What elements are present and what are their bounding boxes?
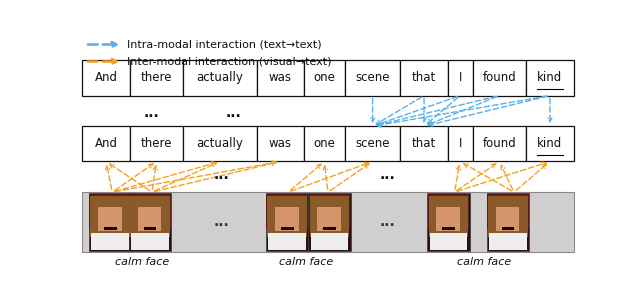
Text: kind: kind: [538, 71, 563, 84]
Text: scene: scene: [355, 137, 390, 150]
Bar: [345, 126, 401, 161]
Bar: [436, 206, 460, 231]
Text: actually: actually: [196, 137, 244, 150]
Bar: [472, 60, 526, 96]
Bar: [495, 206, 520, 231]
Bar: [486, 193, 529, 251]
Bar: [130, 126, 184, 161]
Bar: [345, 60, 401, 96]
Bar: [308, 194, 350, 229]
Text: ...: ...: [380, 168, 396, 182]
Bar: [304, 60, 345, 96]
Bar: [401, 126, 447, 161]
Bar: [143, 227, 156, 230]
Bar: [428, 194, 469, 229]
Bar: [323, 227, 336, 230]
Text: one: one: [314, 137, 335, 150]
Bar: [429, 196, 468, 237]
Bar: [257, 60, 304, 96]
Bar: [138, 206, 161, 231]
Text: calm face: calm face: [457, 257, 511, 267]
Bar: [269, 233, 306, 250]
Bar: [310, 196, 349, 237]
Bar: [90, 196, 130, 237]
Text: one: one: [314, 71, 335, 84]
Bar: [487, 194, 529, 229]
Text: that: that: [412, 137, 436, 150]
Bar: [281, 227, 294, 230]
Bar: [401, 60, 447, 96]
Text: ...: ...: [380, 215, 396, 229]
Text: I: I: [458, 137, 462, 150]
Text: Inter-modal interaction (visual→text): Inter-modal interaction (visual→text): [127, 57, 332, 66]
Text: I: I: [458, 71, 462, 84]
Bar: [526, 60, 573, 96]
Text: ...: ...: [226, 106, 242, 120]
Text: found: found: [483, 71, 516, 84]
Bar: [83, 192, 573, 252]
Bar: [268, 196, 307, 237]
Bar: [90, 194, 131, 229]
Bar: [489, 233, 527, 250]
Text: ...: ...: [214, 215, 229, 229]
Bar: [131, 233, 169, 250]
Text: calm face: calm face: [278, 257, 333, 267]
Bar: [129, 193, 172, 251]
Bar: [502, 227, 515, 230]
Bar: [488, 196, 528, 237]
Text: that: that: [412, 71, 436, 84]
Bar: [257, 126, 304, 161]
Bar: [130, 196, 170, 237]
Bar: [104, 227, 116, 230]
Bar: [472, 126, 526, 161]
Text: ...: ...: [144, 106, 160, 120]
Bar: [526, 126, 573, 161]
Bar: [275, 206, 299, 231]
Bar: [98, 206, 122, 231]
Text: calm face: calm face: [115, 257, 169, 267]
Bar: [447, 126, 472, 161]
Bar: [442, 227, 455, 230]
Bar: [266, 194, 308, 229]
Text: And: And: [95, 137, 118, 150]
Text: Intra-modal interaction (text→text): Intra-modal interaction (text→text): [127, 40, 322, 50]
Bar: [308, 193, 351, 251]
Text: ...: ...: [214, 168, 229, 182]
Text: was: was: [269, 71, 292, 84]
Bar: [428, 193, 470, 251]
Bar: [129, 194, 171, 229]
Bar: [304, 126, 345, 161]
Bar: [92, 233, 129, 250]
Bar: [130, 60, 184, 96]
Bar: [447, 60, 472, 96]
Bar: [89, 193, 132, 251]
Text: scene: scene: [355, 71, 390, 84]
Bar: [429, 233, 467, 250]
Bar: [83, 126, 130, 161]
Bar: [184, 126, 257, 161]
Text: was: was: [269, 137, 292, 150]
Bar: [83, 60, 130, 96]
Text: found: found: [483, 137, 516, 150]
Bar: [184, 60, 257, 96]
Text: actually: actually: [196, 71, 244, 84]
Text: there: there: [141, 71, 172, 84]
Text: kind: kind: [538, 137, 563, 150]
Text: And: And: [95, 71, 118, 84]
Bar: [266, 193, 308, 251]
Text: there: there: [141, 137, 172, 150]
Bar: [317, 206, 341, 231]
Bar: [310, 233, 348, 250]
